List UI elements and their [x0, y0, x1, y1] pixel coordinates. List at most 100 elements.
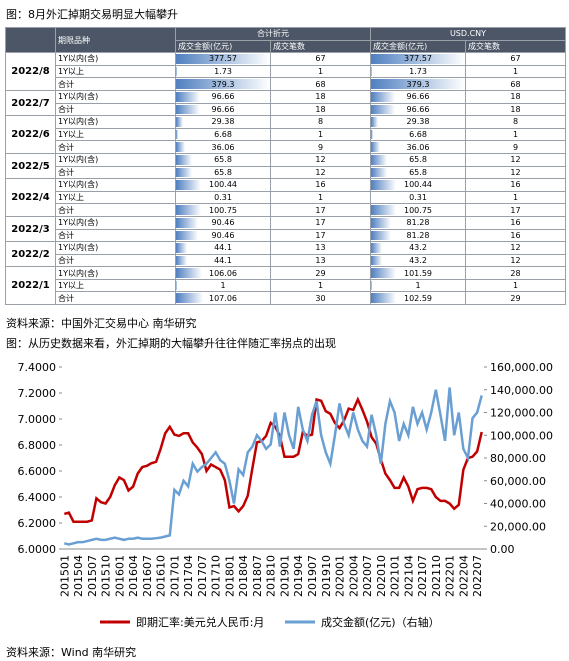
x-tick-label: 201801	[223, 555, 236, 597]
data-bar	[176, 79, 270, 89]
cell-value: 9	[317, 142, 324, 152]
data-row: 合计 100.75 17 100.75 17	[6, 203, 566, 217]
cell-value: 8	[317, 117, 324, 127]
amount-cell: 1	[370, 278, 466, 293]
y2-tick-label: 160,000.00	[490, 361, 553, 374]
y2-tick-label: 40,000.00	[490, 498, 546, 511]
data-bar	[176, 255, 187, 266]
cell-value: 65.8	[409, 167, 427, 177]
data-bar	[176, 104, 200, 115]
cell-value: 6.68	[214, 130, 232, 140]
amount-cell: 65.8	[175, 152, 271, 167]
cell-value: 1	[317, 67, 324, 77]
data-bar	[371, 129, 373, 140]
count-cell: 18	[465, 102, 566, 117]
amount-cell: 96.66	[175, 102, 271, 117]
cell-value: 12	[510, 243, 521, 253]
cell-value: 43.2	[409, 243, 427, 253]
x-tick-label: 202107	[416, 555, 429, 597]
chart-title: 图：从历史数据来看，外汇掉期的大幅攀升往往伴随汇率拐点的出现	[6, 337, 336, 350]
amount-cell: 81.28	[370, 215, 466, 230]
y-tick-label: 6.0000	[18, 543, 57, 556]
data-bar	[371, 217, 392, 228]
amount-cell: 65.8	[175, 165, 271, 180]
data-bar	[371, 104, 395, 115]
month-cell: 2022/8	[5, 52, 56, 91]
header-cell: 成交金额(亿元)	[370, 39, 466, 54]
data-row: 合计 90.46 17 81.28 16	[6, 228, 566, 243]
data-bar	[176, 230, 199, 241]
cell-value: 67	[315, 54, 326, 64]
x-tick-label: 201604	[127, 555, 140, 597]
x-tick-label: 202204	[457, 555, 470, 597]
x-tick-label: 201904	[292, 555, 305, 597]
count-cell: 1	[465, 278, 566, 293]
x-tick-label: 201810	[265, 555, 278, 597]
data-bar	[371, 154, 388, 165]
term-cell: 合计	[55, 253, 176, 268]
y2-tick-label: 0.00	[490, 543, 515, 556]
term-cell: 1Y以上	[55, 278, 176, 293]
amount-cell: 379.3	[175, 77, 271, 91]
count-cell: 9	[270, 140, 371, 154]
amount-cell: 377.57	[370, 52, 466, 66]
count-cell: 12	[465, 241, 566, 255]
cell-value: 29.38	[211, 117, 235, 127]
x-tick-label: 201807	[251, 555, 264, 597]
x-tick-label: 202010	[375, 555, 388, 597]
count-cell: 68	[465, 77, 566, 91]
amount-cell: 29.38	[175, 115, 271, 129]
y2-tick-label: 100,000.00	[490, 429, 553, 442]
month-cell: 2022/2	[5, 241, 56, 268]
count-cell: 1	[270, 127, 371, 142]
cell-value: 1	[512, 67, 519, 77]
term-cell: 1Y以内(含)	[55, 115, 176, 129]
cell-value: 18	[315, 92, 326, 102]
term-cell: 1Y以上	[55, 127, 176, 142]
count-cell: 67	[465, 52, 566, 66]
amount-cell: 6.68	[370, 127, 466, 142]
amount-cell: 44.1	[175, 241, 271, 255]
term-cell: 合计	[55, 102, 176, 117]
term-cell: 1Y以内(含)	[55, 89, 176, 104]
x-tick-label: 202001	[334, 555, 347, 597]
term-cell: 合计	[55, 228, 176, 243]
y-tick-label: 6.6000	[18, 465, 57, 478]
count-cell: 29	[465, 291, 566, 306]
x-tick-label: 201707	[196, 555, 209, 597]
month-cell: 2022/7	[5, 89, 56, 117]
cell-value: 9	[512, 142, 519, 152]
cell-value: 1	[317, 281, 324, 291]
data-bar	[176, 243, 187, 253]
data-row: 2022/4 1Y以内(含) 100.44 16 100.44 16	[5, 178, 566, 217]
data-bar	[176, 142, 185, 152]
cell-value: 96.66	[211, 104, 235, 114]
month-cell: 2022/5	[5, 152, 56, 180]
cell-value: 29.38	[406, 117, 430, 127]
cell-value: 68	[510, 79, 521, 89]
cell-value: 1	[512, 193, 519, 203]
month-cell: 2022/3	[5, 215, 56, 243]
cell-value: 13	[315, 243, 326, 253]
amount-cell: 65.8	[370, 165, 466, 180]
cell-value: 1	[317, 130, 324, 140]
cell-value: 44.1	[214, 243, 232, 253]
data-bar	[371, 243, 382, 253]
data-bar	[176, 167, 193, 178]
count-cell: 9	[465, 140, 566, 154]
cell-value: 81.28	[406, 230, 430, 240]
cell-value: 377.57	[404, 54, 432, 64]
amount-cell: 81.28	[370, 228, 466, 243]
data-bar	[176, 129, 178, 140]
x-tick-label: 201901	[278, 555, 291, 597]
term-cell: 1Y以内(含)	[55, 52, 176, 66]
table-source: 资料来源：中国外汇交易中心 南华研究	[6, 317, 197, 330]
amount-cell: 96.66	[175, 89, 271, 104]
term-cell: 1Y以内(含)	[55, 152, 176, 167]
header-cell	[5, 26, 56, 54]
cell-value: 12	[510, 255, 521, 265]
cell-value: 36.06	[406, 142, 430, 152]
count-cell: 17	[270, 228, 371, 243]
data-row: 2022/3 1Y以内(含) 90.46 17 81.28 16	[5, 215, 566, 243]
